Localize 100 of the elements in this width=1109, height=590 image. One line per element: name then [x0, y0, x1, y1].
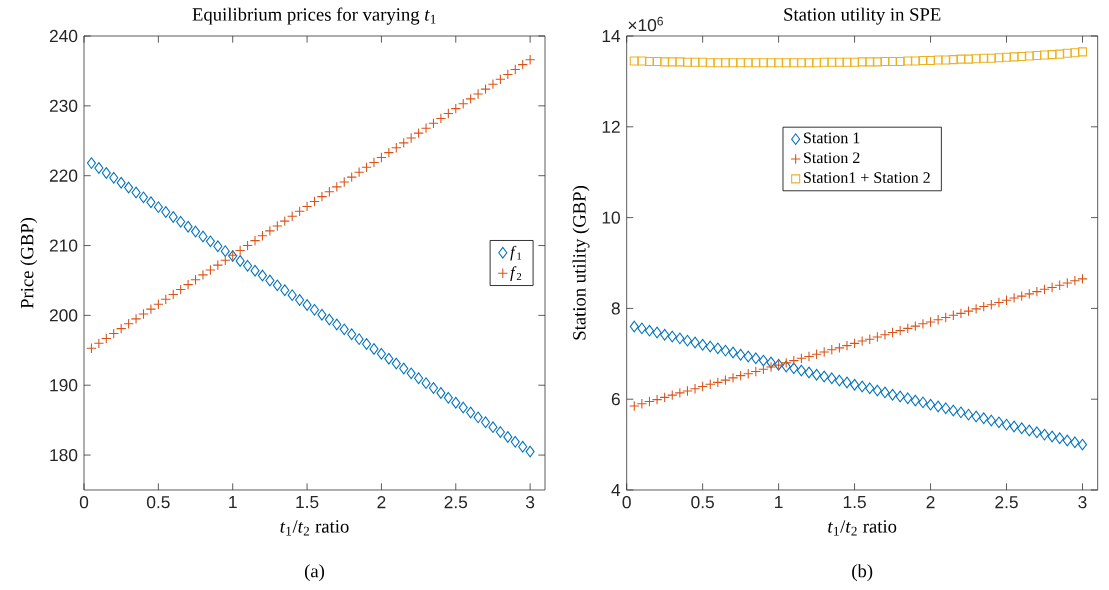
point [398, 137, 409, 149]
point [234, 245, 246, 256]
y-tick-label: 14 [602, 30, 621, 42]
point [488, 421, 498, 434]
point [789, 362, 799, 375]
point [789, 58, 799, 68]
point [1001, 295, 1012, 306]
point [153, 201, 163, 213]
point [803, 351, 815, 362]
point [518, 440, 528, 453]
point [993, 297, 1005, 308]
point [279, 215, 290, 227]
point [182, 279, 194, 290]
y-tick-label: 4 [611, 484, 621, 496]
legend-label: f$_{1}$ [510, 245, 522, 261]
point [458, 98, 469, 109]
point [414, 372, 424, 385]
legend-label: Station 1 [804, 132, 860, 144]
point [788, 355, 800, 366]
point [697, 381, 708, 392]
point [339, 323, 349, 336]
point [948, 55, 958, 65]
x-axis-title: t$_{1}$/t$_{2}$ ratio [828, 520, 897, 536]
point [235, 255, 245, 267]
point [963, 305, 974, 317]
point [727, 372, 739, 384]
point [751, 58, 761, 68]
point [933, 400, 943, 413]
point [249, 235, 261, 246]
point [131, 186, 141, 199]
y-tick-label: 180 [50, 448, 78, 462]
point [751, 352, 761, 365]
point [720, 374, 731, 386]
point [503, 431, 513, 443]
point [971, 54, 981, 64]
point [720, 344, 730, 357]
point [525, 445, 535, 458]
point [963, 408, 974, 421]
point [941, 55, 951, 65]
point [758, 364, 769, 375]
legend-label: Station 2 [804, 152, 860, 164]
point [781, 360, 791, 373]
x-tick-label: 0.5 [691, 496, 714, 509]
point [728, 58, 738, 68]
point [637, 56, 647, 66]
point [1024, 288, 1035, 300]
y-tick-label: 200 [49, 309, 78, 322]
point [941, 402, 951, 415]
point [872, 331, 883, 343]
point [205, 235, 215, 248]
point [766, 58, 776, 68]
y-tick-label: 12 [602, 120, 620, 133]
x-tick-label: 2 [377, 496, 386, 509]
point [242, 240, 253, 251]
point [917, 318, 929, 330]
x-tick-label: 1 [775, 496, 783, 508]
point [362, 338, 372, 350]
point [436, 387, 446, 399]
point [272, 220, 283, 232]
point [101, 333, 112, 344]
point [1039, 284, 1050, 295]
y-tick-label: 230 [49, 99, 78, 112]
x-tick-label: 2 [926, 496, 935, 509]
point [849, 338, 860, 349]
point [146, 196, 156, 209]
point [948, 404, 958, 417]
point [354, 333, 364, 346]
point [332, 318, 342, 331]
point [1062, 434, 1072, 447]
point [86, 157, 96, 169]
point [383, 147, 395, 158]
point [856, 335, 868, 347]
point [295, 294, 305, 306]
point [644, 324, 655, 337]
x-tick-label: 2.5 [995, 496, 1018, 509]
point [736, 58, 746, 68]
point [361, 162, 372, 173]
point [109, 171, 119, 184]
point [705, 379, 716, 390]
point [1047, 430, 1057, 443]
point [1017, 422, 1027, 435]
point [659, 392, 670, 403]
point [108, 328, 119, 339]
point [94, 162, 104, 174]
point [280, 284, 290, 297]
point [926, 398, 936, 411]
point [994, 416, 1004, 429]
point [735, 370, 746, 381]
point [1009, 52, 1019, 62]
point [257, 269, 267, 282]
point [850, 57, 860, 67]
point [339, 176, 350, 188]
y-tick-label: 8 [611, 302, 620, 315]
point [1077, 47, 1088, 57]
point [287, 289, 297, 301]
point [682, 385, 693, 397]
point [302, 299, 312, 311]
point [682, 57, 692, 67]
point [250, 264, 260, 277]
point [138, 308, 149, 320]
